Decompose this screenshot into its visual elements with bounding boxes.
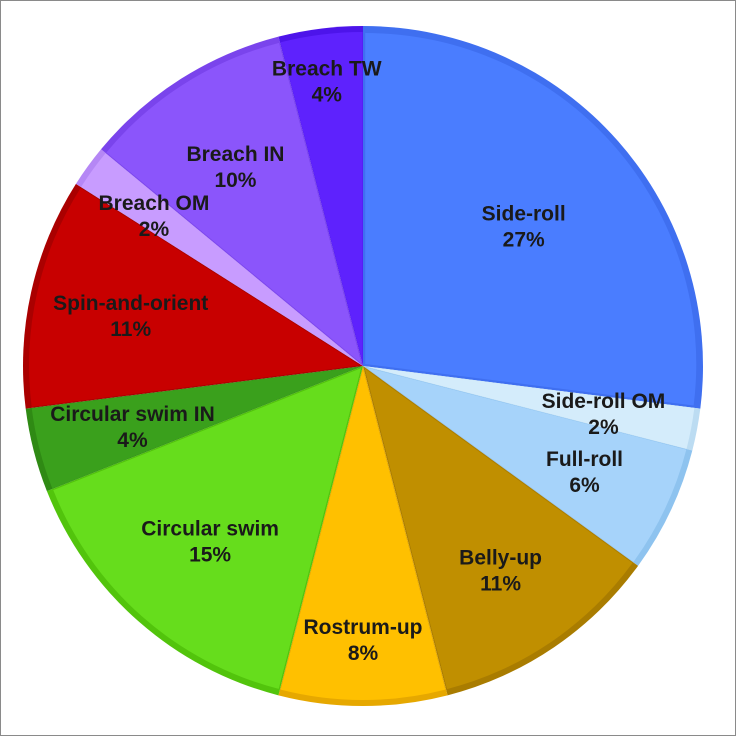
pie-slice-breach-in: [101, 36, 363, 366]
slice-percent: 15%: [189, 543, 231, 566]
slice-name: Belly-up: [459, 546, 542, 569]
pie-label-breach-tw: Breach TW 4%: [272, 57, 382, 106]
slice-name: Breach TW: [272, 57, 382, 80]
pie-slice-fill: [280, 369, 446, 701]
pie-label-rostrum-up: Rostrum-up 8%: [304, 616, 423, 665]
slice-percent: 10%: [214, 169, 256, 192]
pie-slice-side-roll-om: [363, 366, 701, 451]
slice-percent: 4%: [117, 429, 148, 452]
pie-label-side-roll: Side-roll 27%: [482, 202, 566, 251]
pie-slice-breach-tw: [278, 26, 363, 366]
slice-name: Breach OM: [99, 192, 210, 215]
pie-label-breach-om: Breach OM 2%: [99, 192, 210, 241]
slice-name: Full-roll: [546, 448, 623, 471]
pie-slice-fill: [365, 366, 695, 449]
pie-slice-fill: [280, 32, 363, 364]
slice-percent: 8%: [348, 642, 379, 665]
pie-slice-fill: [365, 367, 687, 562]
slice-percent: 6%: [569, 474, 600, 497]
pie-slice-fill: [106, 42, 362, 364]
pie-slice-belly-up: [363, 366, 639, 696]
slice-percent: 11%: [480, 572, 521, 595]
pie-label-circular-swim: Circular swim 15%: [141, 517, 279, 566]
slice-name: Spin-and-orient: [53, 292, 208, 315]
pie-slice-fill: [365, 33, 697, 406]
pie-slice-fill: [364, 368, 633, 690]
pie-slice-fill: [31, 366, 361, 489]
pie-label-side-roll-om: Side-roll OM 2%: [542, 390, 666, 439]
slice-percent: 2%: [588, 416, 619, 439]
pie-slice-breach-om: [75, 149, 364, 366]
slice-name: Breach IN: [186, 143, 284, 166]
slice-percent: 2%: [139, 218, 170, 241]
slice-percent: 27%: [503, 228, 545, 251]
slice-name: Circular swim IN: [50, 403, 215, 426]
pie-slice-circular-swim: [46, 366, 363, 696]
pie-label-belly-up: Belly-up 11%: [459, 546, 542, 595]
pie-label-circular-swim-in: Circular swim IN 4%: [50, 403, 215, 452]
slice-percent: 4%: [312, 83, 343, 106]
pie-label-full-roll: Full-roll 6%: [546, 448, 623, 497]
pie-slice-spin-and-orient: [22, 183, 363, 409]
pie-label-breach-in: Breach IN 10%: [186, 143, 284, 192]
pie-label-spin-and-orient: Spin-and-orient 11%: [53, 292, 208, 341]
pie-slice-fill: [81, 153, 361, 365]
pie-slice-rostrum-up: [278, 366, 448, 706]
pie-slice-side-roll: [363, 26, 703, 409]
pie-slice-circular-swim-in: [25, 366, 364, 492]
slice-name: Circular swim: [141, 517, 279, 540]
slice-percent: 11%: [110, 318, 151, 341]
pie-slice-fill: [29, 187, 361, 407]
pie-slice-fill: [53, 368, 362, 689]
pie-slice-full-roll: [363, 366, 693, 566]
slice-name: Side-roll OM: [542, 390, 666, 413]
slice-name: Rostrum-up: [304, 616, 423, 639]
slice-name: Side-roll: [482, 202, 566, 225]
